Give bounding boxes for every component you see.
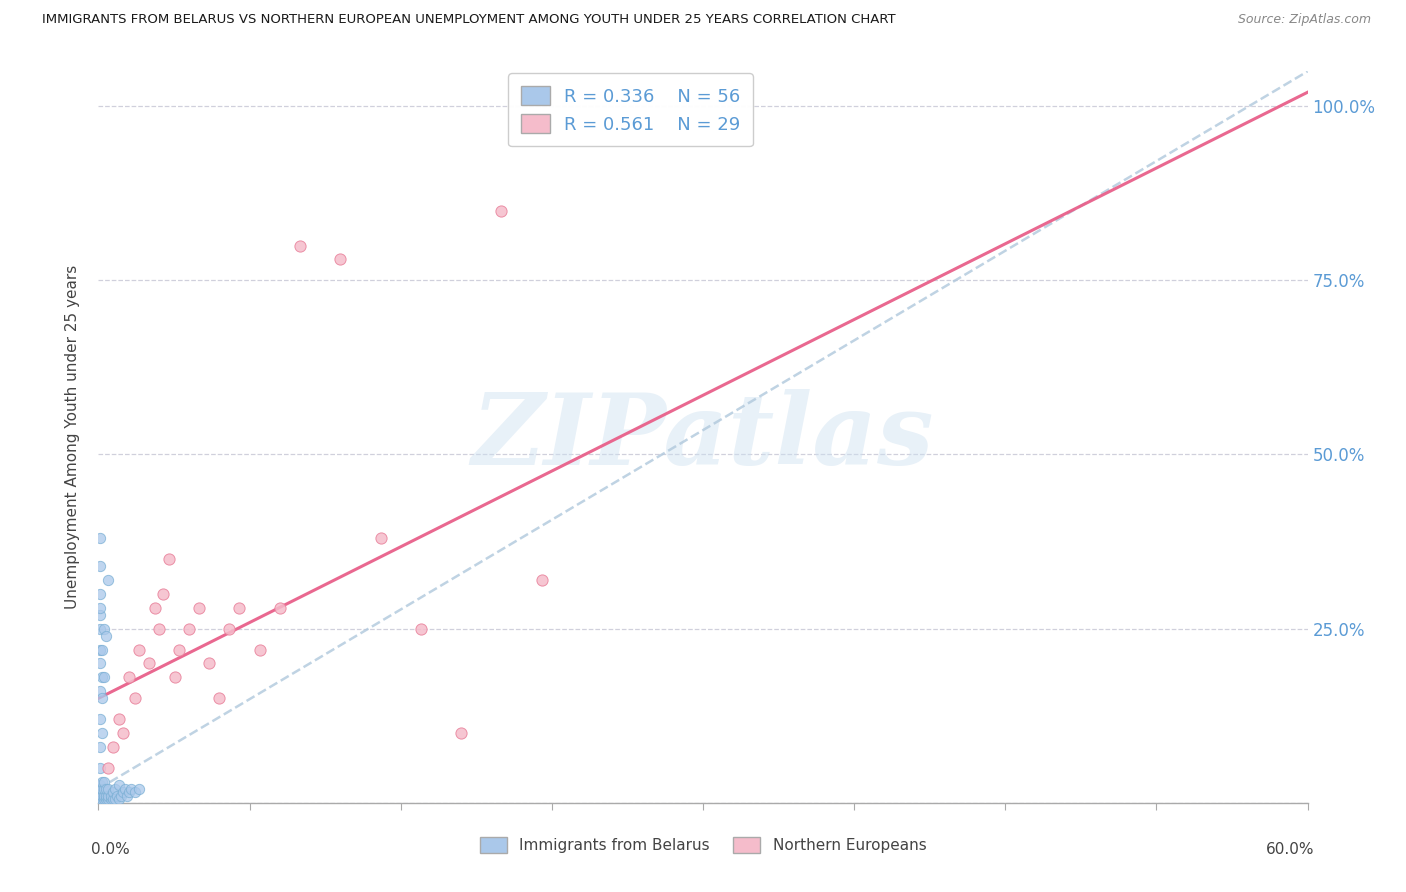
Point	[91, 775, 114, 789]
Point	[91, 726, 114, 740]
Legend: Immigrants from Belarus, Northern Europeans: Immigrants from Belarus, Northern Europe…	[472, 830, 934, 861]
Point	[89, 761, 111, 775]
Point	[100, 792, 122, 806]
Point	[249, 642, 271, 657]
Point	[148, 622, 170, 636]
Point	[107, 712, 129, 726]
Point	[89, 740, 111, 755]
Point	[91, 781, 114, 796]
Point	[107, 792, 129, 806]
Point	[93, 622, 115, 636]
Point	[110, 789, 132, 803]
Point	[530, 573, 553, 587]
Point	[89, 785, 111, 799]
Point	[93, 781, 115, 796]
Point	[89, 558, 111, 573]
Point	[97, 789, 120, 803]
Point	[179, 622, 201, 636]
Point	[96, 781, 118, 796]
Point	[288, 238, 311, 252]
Point	[91, 691, 114, 706]
Point	[89, 789, 111, 803]
Point	[89, 587, 111, 601]
Point	[89, 684, 111, 698]
Point	[128, 642, 150, 657]
Point	[269, 600, 291, 615]
Point	[97, 792, 120, 806]
Point	[89, 531, 111, 545]
Point	[124, 691, 146, 706]
Point	[93, 775, 115, 789]
Point	[89, 781, 111, 796]
Point	[329, 252, 352, 267]
Point	[105, 789, 128, 803]
Point	[89, 778, 111, 792]
Point	[97, 761, 120, 775]
Point	[124, 785, 146, 799]
Point	[103, 781, 125, 796]
Point	[96, 629, 118, 643]
Point	[91, 670, 114, 684]
Point	[491, 203, 513, 218]
Point	[450, 726, 472, 740]
Point	[89, 607, 111, 622]
Point	[89, 622, 111, 636]
Point	[101, 792, 124, 806]
Point	[93, 789, 115, 803]
Y-axis label: Unemployment Among Youth under 25 years: Unemployment Among Youth under 25 years	[65, 265, 80, 609]
Point	[97, 781, 120, 796]
Point	[89, 712, 111, 726]
Text: Source: ZipAtlas.com: Source: ZipAtlas.com	[1237, 13, 1371, 27]
Point	[111, 726, 134, 740]
Point	[97, 573, 120, 587]
Text: 0.0%: 0.0%	[91, 842, 131, 856]
Point	[89, 657, 111, 671]
Point	[138, 657, 160, 671]
Point	[167, 642, 190, 657]
Point	[152, 587, 174, 601]
Point	[218, 622, 240, 636]
Text: ZIPatlas: ZIPatlas	[472, 389, 934, 485]
Point	[228, 600, 250, 615]
Point	[111, 785, 134, 799]
Text: IMMIGRANTS FROM BELARUS VS NORTHERN EUROPEAN UNEMPLOYMENT AMONG YOUTH UNDER 25 Y: IMMIGRANTS FROM BELARUS VS NORTHERN EURO…	[42, 13, 896, 27]
Point	[91, 789, 114, 803]
Point	[93, 670, 115, 684]
Point	[143, 600, 166, 615]
Point	[89, 600, 111, 615]
Point	[101, 740, 124, 755]
Point	[89, 792, 111, 806]
Point	[96, 789, 118, 803]
Point	[198, 657, 221, 671]
Point	[91, 792, 114, 806]
Point	[100, 789, 122, 803]
Point	[163, 670, 186, 684]
Point	[91, 642, 114, 657]
Point	[115, 789, 138, 803]
Point	[188, 600, 211, 615]
Point	[409, 622, 432, 636]
Point	[107, 778, 129, 792]
Point	[101, 785, 124, 799]
Text: 60.0%: 60.0%	[1265, 842, 1315, 856]
Point	[370, 531, 392, 545]
Point	[118, 670, 141, 684]
Point	[114, 781, 136, 796]
Point	[93, 792, 115, 806]
Point	[96, 792, 118, 806]
Point	[157, 552, 180, 566]
Point	[208, 691, 231, 706]
Point	[118, 785, 141, 799]
Point	[103, 792, 125, 806]
Point	[128, 781, 150, 796]
Point	[120, 781, 142, 796]
Point	[89, 642, 111, 657]
